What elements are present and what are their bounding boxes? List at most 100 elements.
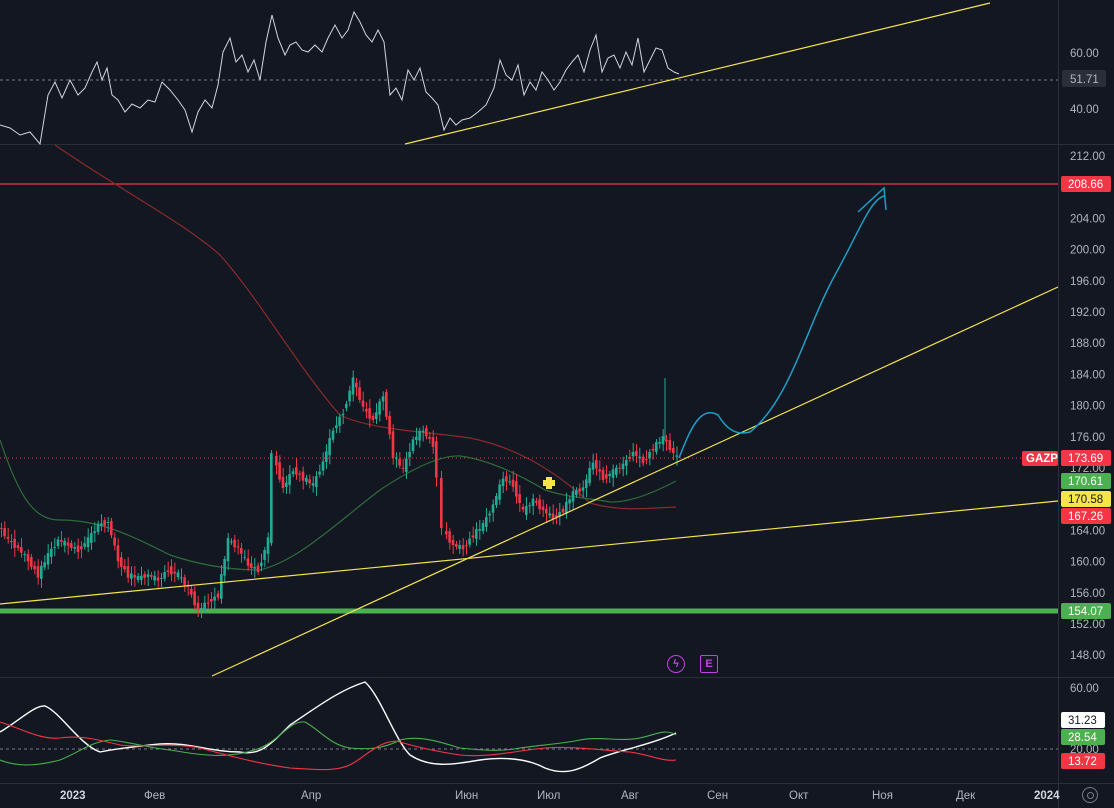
candle-body <box>153 575 156 581</box>
candle-body <box>253 567 256 569</box>
candle-body <box>140 575 143 580</box>
price-tick: 160.00 <box>1070 557 1105 569</box>
candle-body <box>358 387 361 400</box>
candle-body <box>66 542 70 546</box>
time-axis[interactable]: 2023 Фев Апр Июн Июл Авг Сен Окт Ноя Дек… <box>60 790 1060 802</box>
adx-line[interactable] <box>0 681 677 773</box>
candle-body <box>478 529 481 531</box>
candle-body <box>571 491 575 502</box>
candle-body <box>90 533 93 543</box>
time-label-sep: Сен <box>707 790 728 802</box>
candle-body <box>285 482 288 487</box>
candle-body <box>581 487 585 491</box>
candle-body <box>561 508 565 513</box>
candle-body <box>408 451 411 458</box>
di-minus-line[interactable] <box>0 721 677 771</box>
candle-body <box>56 539 60 546</box>
earnings-event-icon[interactable]: E <box>700 655 718 673</box>
forecast-path[interactable] <box>678 195 885 459</box>
price-pane[interactable]: 212.00208.00204.00200.00196.00192.00188.… <box>0 144 1111 677</box>
candle-body <box>301 471 305 481</box>
candle-body <box>73 547 76 549</box>
candle-body <box>206 602 210 604</box>
trendline-rising[interactable] <box>211 286 1059 677</box>
ma-fast-line[interactable] <box>0 439 677 571</box>
candle-body <box>288 474 291 485</box>
resistance-tag-text: 208.66 <box>1068 179 1103 191</box>
candle-body <box>143 574 146 578</box>
rsi-pane[interactable]: 60.00 40.00 51.71 <box>0 2 1106 146</box>
candle-body <box>10 541 13 543</box>
candle-body <box>335 425 338 429</box>
support-tag <box>1061 603 1111 619</box>
candle-body <box>146 574 150 577</box>
candle-body <box>615 467 618 475</box>
cursor-plus-icon <box>543 477 555 489</box>
ma-slow-line[interactable] <box>54 144 677 510</box>
candle-body <box>40 565 43 579</box>
dividend-event-icon[interactable]: ϟ <box>667 655 685 673</box>
rsi-line[interactable] <box>0 10 680 146</box>
candle-body <box>281 477 285 488</box>
candle-body <box>0 527 3 529</box>
candle-body <box>668 440 672 450</box>
ma-fast-tag <box>1061 473 1111 489</box>
candle-body <box>608 474 611 476</box>
candle-body <box>23 554 26 556</box>
candle-body <box>325 451 328 462</box>
price-tick: 148.00 <box>1070 650 1105 662</box>
candle-body <box>435 441 438 478</box>
candle-body <box>655 442 658 452</box>
candle-body <box>525 506 528 515</box>
candle-body <box>96 523 100 532</box>
gear-icon[interactable] <box>1082 787 1098 803</box>
adx-tag-text: 31.23 <box>1068 715 1097 727</box>
candle-body <box>368 408 371 419</box>
trendline-lower[interactable] <box>0 500 1059 605</box>
candle-body <box>275 456 278 466</box>
di-plus-line[interactable] <box>0 721 677 766</box>
candle-body <box>665 439 668 442</box>
price-tick: 164.00 <box>1070 525 1105 537</box>
rsi-value-tag <box>1062 70 1106 87</box>
candle-body <box>83 543 86 547</box>
candle-body <box>391 431 395 458</box>
candle-body <box>70 543 73 548</box>
candle-body <box>515 481 518 497</box>
adx-pane[interactable]: 60.00 20.00 31.23 28.54 13.72 <box>0 681 1105 773</box>
candle-body <box>266 537 270 554</box>
candle-body <box>16 545 20 548</box>
candle-body <box>150 575 153 577</box>
candle-body <box>445 531 448 535</box>
rsi-trendline[interactable] <box>404 2 991 145</box>
candle-body <box>418 430 421 441</box>
candle-body <box>545 509 548 514</box>
candle-body <box>216 593 220 598</box>
candle-body <box>361 400 365 407</box>
candle-body <box>398 459 401 466</box>
candle-body <box>405 458 408 472</box>
candle-body <box>311 483 315 486</box>
candle-body <box>481 523 485 532</box>
price-tick: 192.00 <box>1070 307 1105 319</box>
candle-body <box>641 456 645 464</box>
candle-body <box>278 462 281 480</box>
candle-body <box>588 468 591 484</box>
candle-body <box>611 469 615 478</box>
candle-body <box>375 412 378 419</box>
candle-body <box>428 436 431 439</box>
candle-body <box>260 562 263 567</box>
candle-body <box>93 531 96 534</box>
candle-body <box>431 437 435 447</box>
candle-body <box>321 461 325 471</box>
candle-body <box>203 602 206 611</box>
di-minus-tag <box>1061 753 1105 769</box>
candle-body <box>555 515 558 518</box>
time-label-nov: Ноя <box>872 790 893 802</box>
candle-body <box>308 479 311 484</box>
di-plus-tag-text: 28.54 <box>1068 732 1097 744</box>
candle-body <box>401 467 405 469</box>
candle-body <box>345 403 348 409</box>
candle-body <box>488 513 491 516</box>
